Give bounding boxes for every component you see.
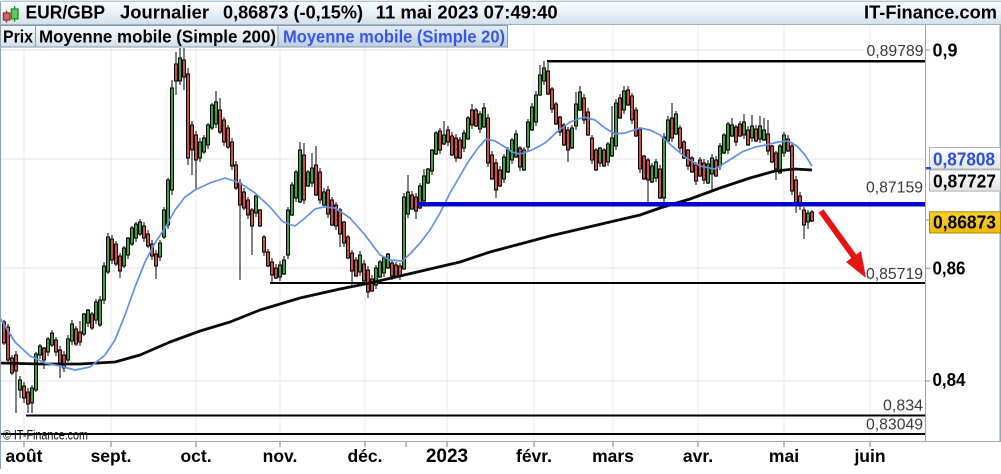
svg-text:Prix: Prix <box>3 27 33 47</box>
svg-text:0,86: 0,86 <box>933 259 966 279</box>
svg-text:0,87808: 0,87808 <box>933 150 995 170</box>
svg-text:© IT-Finance.com: © IT-Finance.com <box>3 428 88 443</box>
svg-text:EUR/GBP: EUR/GBP <box>26 3 106 23</box>
svg-text:oct.: oct. <box>180 446 211 466</box>
svg-text:0,83049: 0,83049 <box>866 417 923 434</box>
svg-text:sept.: sept. <box>91 446 132 466</box>
svg-text:IT-Finance.com: IT-Finance.com <box>864 3 997 23</box>
svg-text:mai: mai <box>769 446 799 466</box>
svg-text:nov.: nov. <box>263 446 298 466</box>
svg-text:0,834: 0,834 <box>883 398 923 415</box>
svg-text:mars: mars <box>592 446 634 466</box>
svg-text:0,84: 0,84 <box>933 370 966 390</box>
svg-text:févr.: févr. <box>516 446 552 466</box>
svg-text:0,85719: 0,85719 <box>866 266 923 283</box>
svg-text:0,9: 0,9 <box>933 41 958 61</box>
svg-text:0,87727: 0,87727 <box>933 172 996 192</box>
svg-text:0,86873: 0,86873 <box>933 212 996 232</box>
svg-text:déc.: déc. <box>347 446 382 466</box>
svg-text:Moyenne mobile (Simple 20): Moyenne mobile (Simple 20) <box>283 27 505 47</box>
svg-text:0,87159: 0,87159 <box>866 180 923 197</box>
svg-text:2023: 2023 <box>426 446 468 467</box>
svg-text:avr.: avr. <box>683 446 713 466</box>
svg-text:août: août <box>6 446 43 466</box>
svg-text:Moyenne mobile (Simple 200): Moyenne mobile (Simple 200) <box>39 27 276 47</box>
svg-text:0,89789: 0,89789 <box>867 43 924 60</box>
svg-text:Journalier: Journalier <box>120 3 209 23</box>
svg-text:juin: juin <box>853 446 885 466</box>
svg-text:11 mai 2023 07:49:40: 11 mai 2023 07:49:40 <box>376 3 558 23</box>
svg-text:0,86873 (-0,15%): 0,86873 (-0,15%) <box>223 3 363 23</box>
